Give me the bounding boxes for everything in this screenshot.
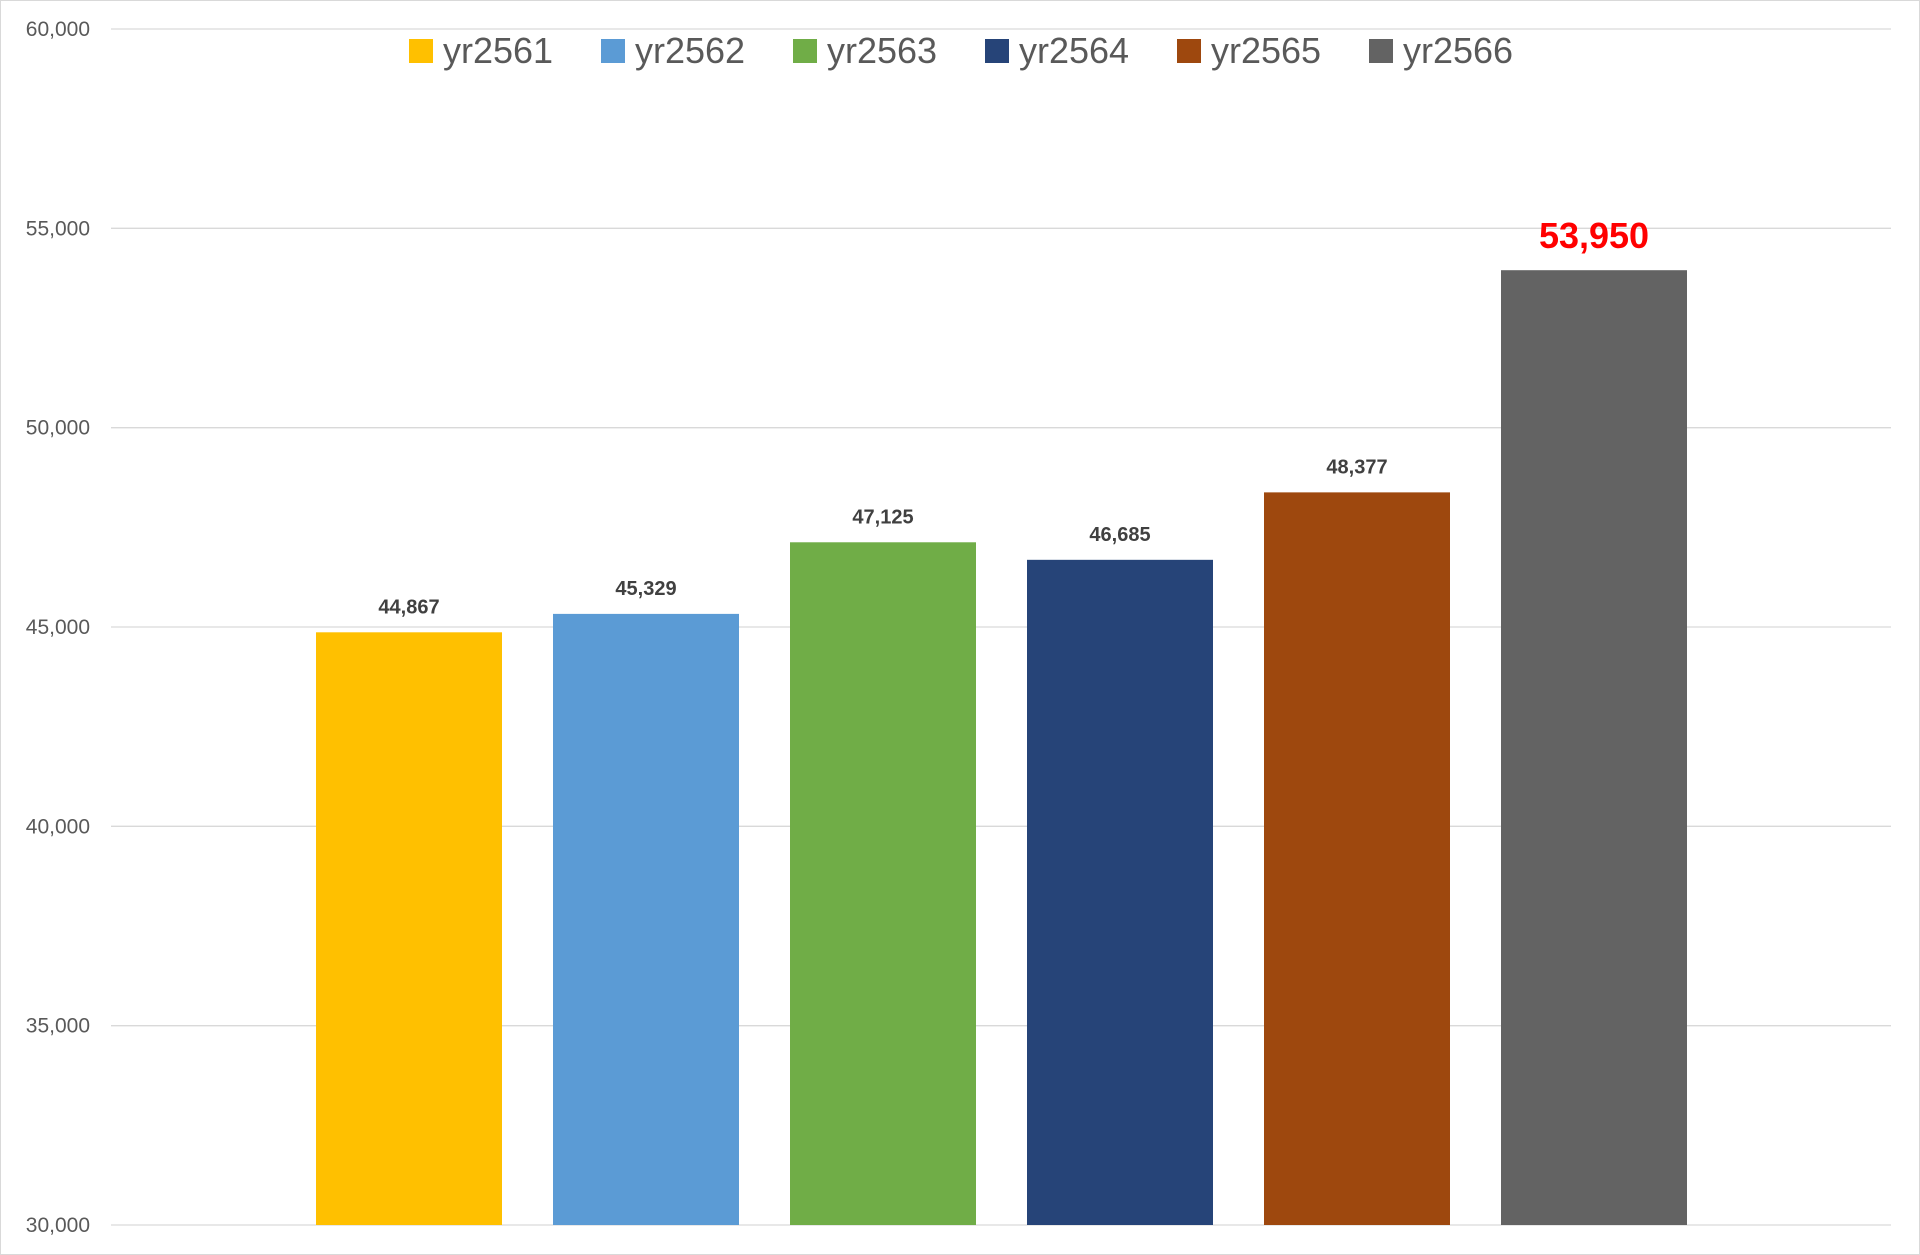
bar-yr2565	[1264, 492, 1450, 1226]
legend-swatch	[601, 39, 625, 63]
legend-item-yr2564: yr2564	[985, 30, 1129, 71]
legend-label: yr2564	[1019, 30, 1129, 71]
y-axis-ticks: 30,000 35,000 40,000 45,000 50,000 55,000 60,0…	[26, 18, 90, 1237]
y-tick-label: 50,000	[26, 417, 90, 440]
legend-item-yr2561: yr2561	[409, 30, 553, 71]
data-label-yr2562: 45,329	[615, 578, 676, 600]
legend-item-yr2565: yr2565	[1177, 30, 1321, 71]
bar-yr2566	[1501, 270, 1687, 1225]
legend-swatch	[1177, 39, 1201, 63]
y-tick-label: 55,000	[26, 217, 90, 240]
y-tick-label: 30,000	[26, 1214, 90, 1237]
bars	[316, 270, 1687, 1226]
y-tick-label: 45,000	[26, 616, 90, 639]
legend-label: yr2562	[635, 30, 745, 71]
data-label-yr2564: 46,685	[1089, 524, 1150, 546]
legend-item-yr2563: yr2563	[793, 30, 937, 71]
legend-swatch	[1369, 39, 1393, 63]
legend-swatch	[793, 39, 817, 63]
legend-label: yr2561	[443, 30, 553, 71]
bar-yr2561	[316, 632, 502, 1225]
legend-swatch	[409, 39, 433, 63]
data-label-yr2566: 53,950	[1539, 215, 1649, 256]
bar-yr2563	[790, 542, 976, 1225]
legend-item-yr2562: yr2562	[601, 30, 745, 71]
legend-label: yr2565	[1211, 30, 1321, 71]
legend-label: yr2563	[827, 30, 937, 71]
y-tick-label: 60,000	[26, 18, 90, 41]
y-tick-label: 40,000	[26, 815, 90, 838]
y-tick-label: 35,000	[26, 1015, 90, 1038]
data-label-yr2563: 47,125	[852, 506, 913, 528]
legend-label: yr2566	[1403, 30, 1513, 71]
legend-swatch	[985, 39, 1009, 63]
legend: yr2561 yr2562 yr2563 yr2564 yr2565 yr2566	[409, 30, 1513, 71]
data-labels: 44,867 45,329 47,125 46,685 48,377 53,950	[378, 215, 1649, 618]
legend-item-yr2566: yr2566	[1369, 30, 1513, 71]
bar-yr2562	[553, 613, 739, 1225]
data-label-yr2561: 44,867	[378, 596, 439, 618]
data-label-yr2565: 48,377	[1326, 456, 1387, 478]
bar-yr2564	[1027, 559, 1213, 1225]
